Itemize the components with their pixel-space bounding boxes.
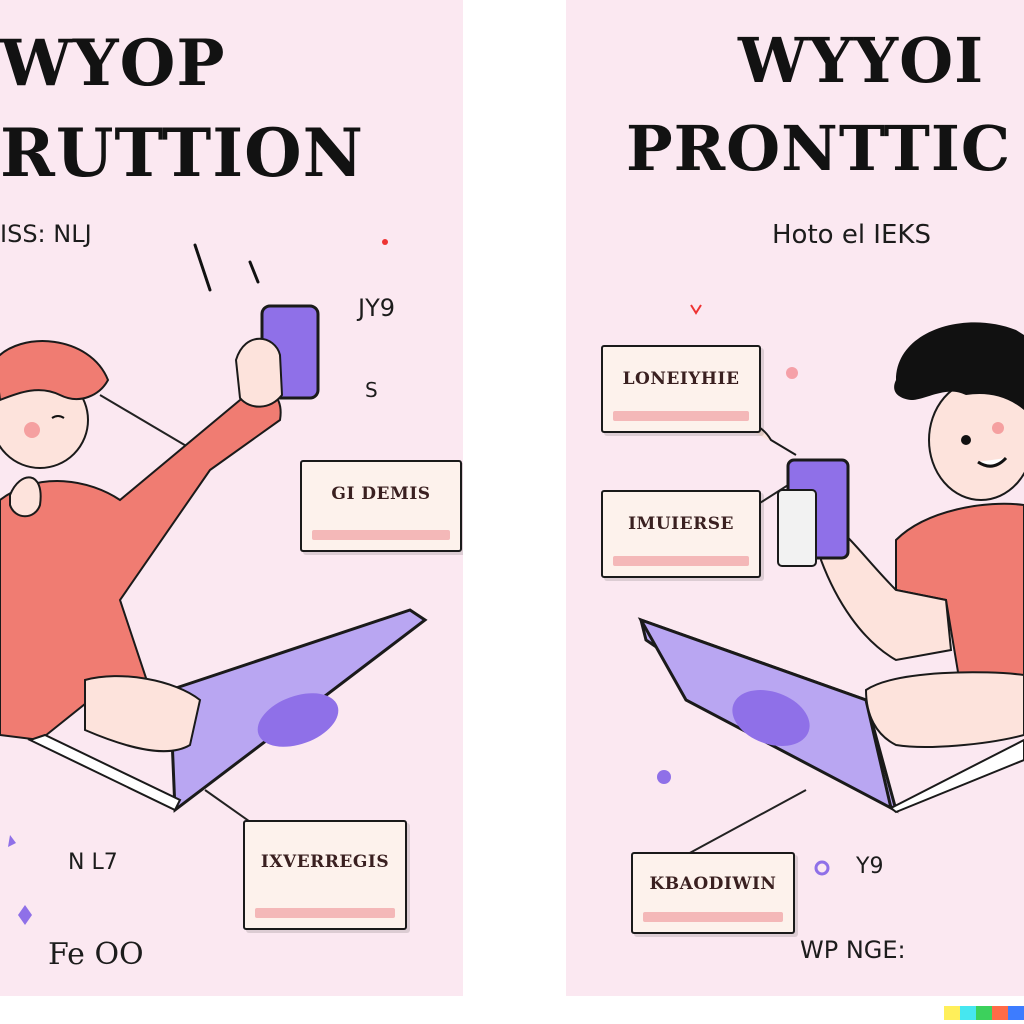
left-note-card-2-text: IXVERREGIS bbox=[260, 852, 390, 872]
right-headline-line2: PRONTTIC bbox=[626, 112, 1012, 185]
color-strip-watermark bbox=[944, 1006, 1024, 1020]
color-strip-swatch bbox=[944, 1006, 960, 1020]
right-note-card-3: KBAODIWIN bbox=[631, 852, 795, 934]
color-strip-swatch bbox=[976, 1006, 992, 1020]
right-note-card-1-bar bbox=[613, 411, 749, 421]
right-person-with-laptop-illustration bbox=[637, 304, 1024, 876]
right-scribble-bottom: WP NGE: bbox=[800, 936, 906, 964]
left-note-card-1: GI DEMIS bbox=[300, 460, 462, 552]
right-note-card-2-text: IMUIERSE bbox=[628, 514, 734, 534]
left-headline-line1: WYOP bbox=[0, 26, 226, 101]
right-headline-line1: WYYOI bbox=[738, 24, 985, 97]
left-note-card-1-bar bbox=[312, 530, 450, 540]
left-person-with-laptop-illustration bbox=[0, 239, 428, 925]
color-strip-swatch bbox=[992, 1006, 1008, 1020]
right-scribble-side: Y9 bbox=[856, 854, 884, 879]
right-note-card-3-bar bbox=[643, 912, 783, 922]
left-headline-line2: RUTTION bbox=[0, 114, 364, 192]
right-note-card-2-bar bbox=[613, 556, 749, 566]
left-scribble-top: ISS: NLJ bbox=[0, 220, 92, 248]
right-note-card-2: IMUIERSE bbox=[601, 490, 761, 578]
left-note-card-1-text: GI DEMIS bbox=[331, 484, 431, 504]
right-note-card-1-text: LONEIYHIE bbox=[622, 369, 740, 389]
right-note-card-1: LONEIYHIE bbox=[601, 345, 761, 433]
left-scribble-phone: JY9 bbox=[358, 294, 396, 322]
right-note-card-3-text: KBAODIWIN bbox=[649, 874, 777, 894]
left-scribble-side: S bbox=[365, 378, 378, 402]
left-scribble-bottom: Fe OO bbox=[48, 937, 144, 972]
left-note-card-2-bar bbox=[255, 908, 395, 918]
color-strip-swatch bbox=[1008, 1006, 1024, 1020]
color-strip-swatch bbox=[960, 1006, 976, 1020]
left-note-card-2: IXVERREGIS bbox=[243, 820, 407, 930]
right-scribble-top: Hoto el IEKS bbox=[772, 220, 931, 250]
left-illustration-panel: WYOP RUTTION ISS: NLJ JY9 S N L7 Fe OO G… bbox=[0, 0, 463, 996]
left-scribble-bottom2: N L7 bbox=[68, 850, 118, 875]
right-illustration-panel: WYYOI PRONTTIC Hoto el IEKS Y9 WP NGE: L… bbox=[566, 0, 1024, 996]
